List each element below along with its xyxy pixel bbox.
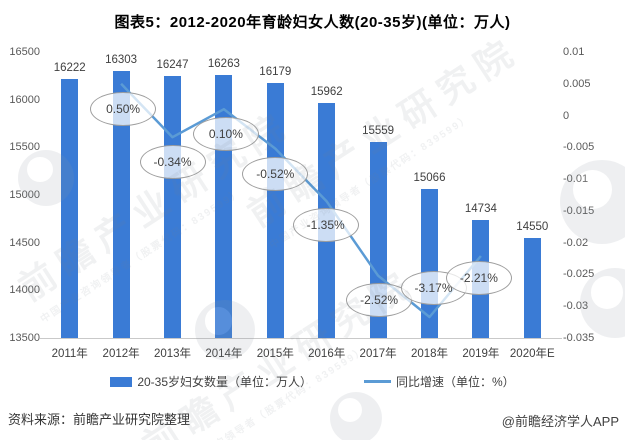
bar-value-label: 15559 [362, 124, 395, 137]
x-axis-label: 2019年 [462, 348, 500, 360]
legend-item-line: 同比增速（单位：%） [364, 373, 515, 390]
y-axis-tick-right: -0.02 [563, 236, 589, 249]
bar-value-label: 15962 [310, 86, 343, 99]
bar-value-label: 16222 [53, 61, 86, 74]
x-axis-line [40, 338, 562, 339]
bar-2020年E [523, 237, 541, 338]
growth-callout: 0.50% [90, 91, 157, 126]
y-axis-tick-left: 15000 [9, 189, 40, 201]
y-axis-tick-left: 15500 [9, 141, 40, 154]
y-axis-tick-left: 14500 [9, 236, 40, 249]
x-axis-label: 2014年 [205, 348, 243, 360]
growth-callout: 0.10% [192, 117, 259, 152]
x-axis-label: 2011年 [51, 348, 88, 360]
y-axis-tick-left: 14000 [9, 284, 40, 297]
legend-line-swatch [364, 380, 392, 383]
bar-value-label: 16303 [105, 53, 138, 66]
bar-value-label: 16247 [156, 59, 189, 72]
watermark-credit: @前瞻经济学人APP [501, 414, 619, 429]
x-axis-label: 2020年E [509, 348, 555, 360]
bar-value-label: 16179 [259, 65, 292, 78]
y-axis-tick-right: -0.01 [563, 173, 589, 186]
y-axis-tick-right: -0.035 [563, 332, 595, 344]
y-axis-tick-left: 13500 [9, 332, 40, 344]
x-axis-label: 2013年 [153, 348, 192, 360]
x-axis-label: 2012年 [102, 348, 140, 360]
y-axis-tick-right: -0.005 [563, 141, 595, 154]
x-axis-label: 2015年 [256, 348, 294, 360]
chart-title: 图表5：2012-2020年育龄妇女人数(20-35岁)(单位：万人) [114, 14, 511, 31]
y-axis-tick-right: 0.005 [563, 77, 591, 90]
legend-item-bars: 20-35岁妇女数量（单位：万人） [110, 373, 312, 390]
growth-callout: -0.34% [139, 145, 206, 180]
growth-callout: -1.35% [292, 208, 359, 243]
legend-bar-label: 20-35岁妇女数量（单位：万人） [137, 375, 313, 389]
y-axis-tick-left: 16000 [9, 93, 40, 106]
y-axis-tick-right: -0.03 [563, 300, 589, 313]
bar-2015年 [266, 82, 284, 338]
y-axis-tick-right: 0 [563, 109, 570, 122]
bar-2011年 [61, 78, 79, 338]
growth-callout: -0.52% [242, 156, 309, 191]
x-axis-label: 2018年 [410, 348, 449, 360]
x-axis-label: 2017年 [359, 348, 397, 360]
bar-2013年 [164, 76, 181, 338]
bar-2018年 [421, 188, 438, 338]
bar-value-label: 15066 [413, 171, 446, 184]
y-axis-tick-right: -0.025 [563, 268, 595, 281]
source-note: 资料来源：前瞻产业研究院整理 [8, 412, 191, 427]
y-axis-tick-right: 0.01 [563, 46, 585, 58]
y-axis-tick-left: 16500 [9, 46, 40, 58]
chart-legend: 20-35岁妇女数量（单位：万人） 同比增速（单位：%） [0, 373, 625, 390]
growth-callout: -2.21% [445, 261, 512, 295]
bar-value-label: 16263 [207, 57, 240, 70]
bar-value-label: 14550 [516, 220, 549, 233]
legend-bar-swatch [110, 376, 133, 387]
y-axis-tick-right: -0.015 [563, 204, 595, 217]
legend-line-label: 同比增速（单位：%） [396, 375, 515, 389]
x-axis-label: 2016年 [308, 348, 346, 360]
bar-value-label: 14734 [464, 203, 497, 216]
bar-2014年 [215, 74, 233, 338]
